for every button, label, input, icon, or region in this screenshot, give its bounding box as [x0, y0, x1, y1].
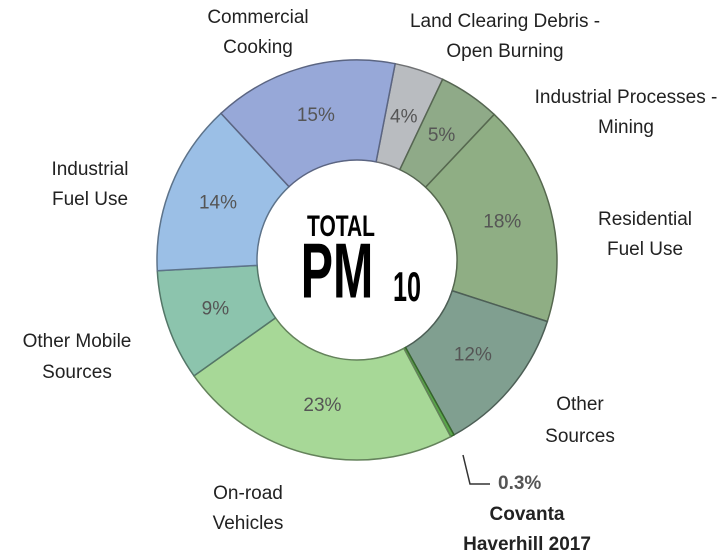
value-label: 15% — [297, 105, 335, 126]
donut-segment — [219, 59, 397, 188]
category-label: Cooking — [223, 37, 293, 58]
category-label: Industrial Processes - — [535, 87, 718, 108]
category-label: Commercial — [207, 7, 308, 28]
category-label: Residential — [598, 209, 692, 230]
category-label: Other — [556, 394, 604, 415]
donut-segment — [424, 113, 558, 323]
value-label: 5% — [428, 125, 456, 146]
category-label: Mining — [598, 117, 654, 138]
category-label: Sources — [42, 362, 112, 383]
donut-segment — [192, 316, 452, 461]
category-label: Haverhill 2017 — [463, 534, 591, 554]
donut-hole — [258, 161, 456, 359]
value-label: 12% — [454, 344, 492, 365]
value-label: 18% — [483, 212, 521, 233]
center-top: TOTAL — [307, 210, 375, 242]
category-label: On-road — [213, 483, 283, 504]
center-sub: 10 — [393, 265, 421, 311]
center-main: PM — [301, 227, 374, 315]
category-label: Other Mobile — [23, 331, 132, 352]
leader-line — [462, 454, 490, 485]
category-label: Fuel Use — [607, 239, 683, 260]
category-label: Covanta — [490, 504, 565, 525]
category-label: Vehicles — [213, 513, 284, 534]
value-label: 23% — [303, 395, 341, 416]
category-label: Open Burning — [446, 41, 563, 62]
value-label: 4% — [390, 107, 418, 128]
value-label: 14% — [199, 193, 237, 214]
category-label: Industrial — [51, 159, 128, 180]
category-label: Land Clearing Debris - — [410, 11, 600, 32]
category-label: Sources — [545, 426, 615, 447]
value-label: 9% — [202, 298, 230, 319]
category-label: Fuel Use — [52, 189, 128, 210]
value-label: 0.3% — [498, 473, 541, 494]
